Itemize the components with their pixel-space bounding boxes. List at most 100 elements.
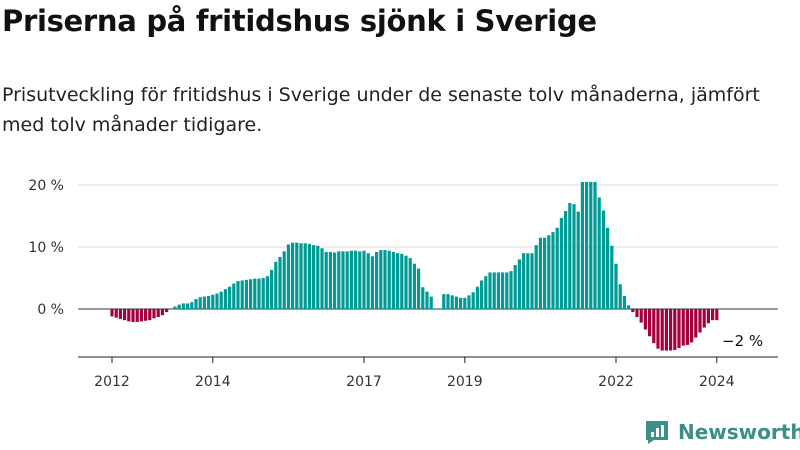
bar <box>534 245 538 309</box>
bar <box>631 309 635 313</box>
bar <box>681 309 685 346</box>
y-tick-label: 20 % <box>28 178 64 194</box>
bar <box>194 299 198 309</box>
bar <box>442 294 446 309</box>
bar <box>139 309 143 322</box>
axis-labels: 0 % 10 % 20 % 2012 2014 2017 2019 2022 2024 −2 % <box>28 178 763 390</box>
bar <box>303 243 307 309</box>
bar <box>173 306 177 309</box>
bar <box>648 309 652 337</box>
bar <box>400 253 404 309</box>
bar <box>417 268 421 309</box>
bar <box>618 284 622 309</box>
bar <box>190 302 194 309</box>
bar <box>362 250 366 309</box>
bar <box>513 264 517 309</box>
bar <box>249 279 253 309</box>
bar <box>408 258 412 309</box>
bar <box>652 309 656 344</box>
bar <box>345 251 349 309</box>
x-tick-label: 2014 <box>195 374 231 390</box>
bar <box>526 253 530 309</box>
bar <box>559 217 563 309</box>
bar <box>585 181 589 309</box>
bar <box>656 309 660 349</box>
bar <box>492 272 496 309</box>
bar <box>711 309 715 321</box>
bar <box>114 309 118 318</box>
bar <box>148 309 152 321</box>
bar <box>265 276 269 309</box>
bar <box>572 204 576 309</box>
bar <box>543 237 547 309</box>
bar <box>320 248 324 309</box>
bar <box>433 308 437 309</box>
x-tick-label: 2017 <box>346 374 382 390</box>
bar <box>240 280 244 309</box>
chart-title: Priserna på fritidshus sjönk i Sverige <box>2 4 597 38</box>
bar <box>522 253 526 309</box>
bar <box>610 245 614 309</box>
bar <box>286 244 290 309</box>
brand[interactable]: Newsworthy <box>644 419 800 445</box>
bar <box>698 309 702 333</box>
bar <box>593 181 597 309</box>
bar <box>152 309 156 319</box>
bar <box>601 210 605 309</box>
bar <box>639 309 643 323</box>
bar <box>328 251 332 309</box>
bar <box>324 251 328 309</box>
bar <box>643 309 647 330</box>
bar <box>568 202 572 309</box>
bar <box>488 272 492 309</box>
bar <box>606 227 610 309</box>
y-tick-label: 0 % <box>37 302 64 318</box>
bar <box>295 242 299 309</box>
bar <box>379 250 383 309</box>
bar <box>274 261 278 309</box>
bar <box>387 250 391 309</box>
bar <box>459 297 463 309</box>
bar <box>236 281 240 309</box>
bar <box>404 255 408 309</box>
bar <box>198 297 202 309</box>
bar <box>467 295 471 309</box>
x-tick-label: 2024 <box>699 374 735 390</box>
bar <box>412 263 416 309</box>
bar <box>165 309 169 313</box>
bar <box>354 250 358 309</box>
bar <box>375 251 379 309</box>
x-tick-label: 2012 <box>94 374 130 390</box>
bar <box>589 181 593 309</box>
bar <box>505 272 509 309</box>
bar <box>454 296 458 309</box>
bar <box>207 295 211 309</box>
bar <box>156 309 160 318</box>
annotation-label: −2 % <box>722 332 763 350</box>
bar <box>555 227 559 309</box>
bar <box>702 309 706 328</box>
bar <box>160 309 164 316</box>
x-tick-label: 2019 <box>447 374 483 390</box>
bar <box>635 309 639 318</box>
bar <box>475 286 479 309</box>
bar <box>278 256 282 309</box>
bar <box>312 245 316 309</box>
bar <box>551 232 555 309</box>
bar <box>685 309 689 345</box>
bar <box>501 272 505 309</box>
y-tick-label: 10 % <box>28 240 64 256</box>
bar <box>480 280 484 309</box>
bar <box>677 309 681 349</box>
bar <box>232 283 236 309</box>
chart-subtitle: Prisutveckling för fritidshus i Sverige … <box>2 84 760 136</box>
bar <box>118 309 122 319</box>
bar <box>291 242 295 309</box>
bar <box>396 253 400 309</box>
bar <box>177 304 181 309</box>
bar <box>517 259 521 309</box>
bar <box>219 291 223 309</box>
bar <box>664 309 668 351</box>
bar <box>349 250 353 309</box>
bar <box>597 197 601 309</box>
